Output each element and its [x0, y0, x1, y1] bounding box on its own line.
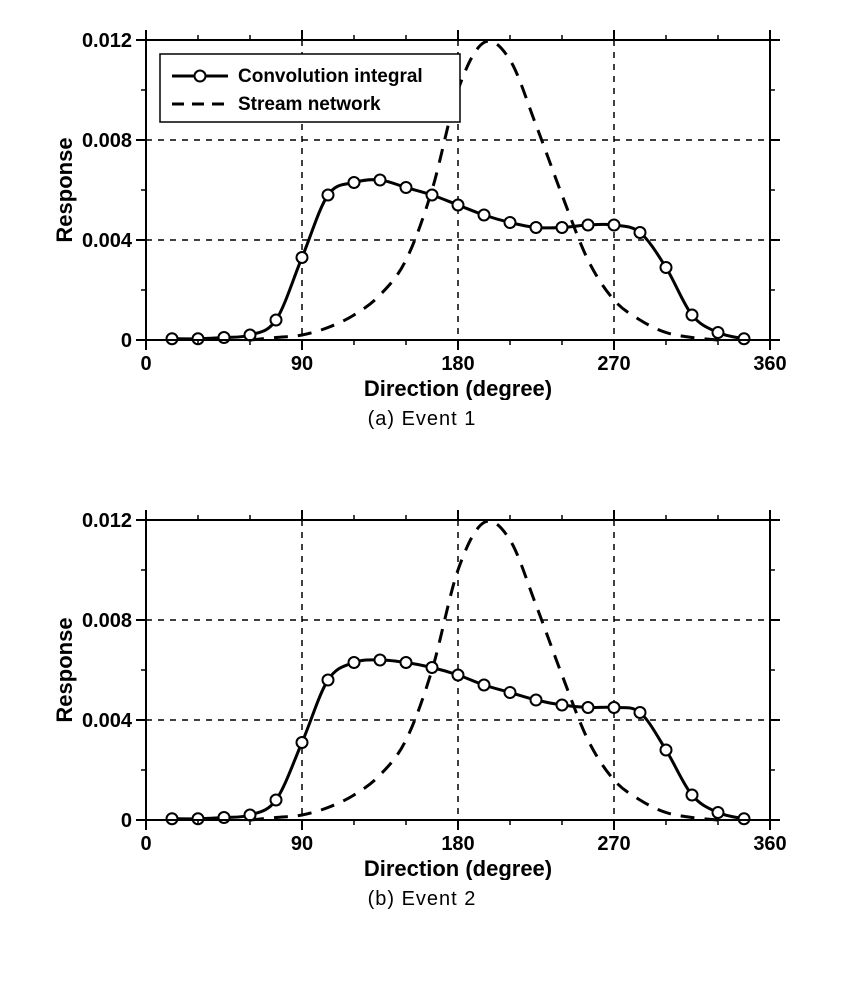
y-tick-label: 0.004	[82, 710, 133, 732]
data-marker	[635, 227, 646, 238]
y-axis-label: Response	[52, 617, 77, 722]
x-tick-label: 90	[291, 833, 313, 855]
data-marker	[427, 190, 438, 201]
data-marker	[531, 695, 542, 706]
data-marker	[531, 222, 542, 233]
x-tick-label: 270	[597, 353, 630, 375]
chart-svg: 0 90 180 270 360 0 0.004 0.008 0.012 Direction (d…	[50, 500, 794, 880]
data-marker	[245, 810, 256, 821]
x-tick-label: 180	[441, 833, 474, 855]
data-marker	[271, 795, 282, 806]
data-marker	[609, 220, 620, 231]
data-marker	[557, 700, 568, 711]
data-marker	[375, 655, 386, 666]
data-marker	[635, 707, 646, 718]
data-marker	[583, 702, 594, 713]
x-tick-label: 270	[597, 833, 630, 855]
data-marker	[557, 222, 568, 233]
data-marker	[323, 190, 334, 201]
y-tick-label: 0.008	[82, 610, 132, 632]
data-marker	[661, 745, 672, 756]
data-marker	[219, 332, 230, 343]
data-marker	[349, 657, 360, 668]
data-marker	[297, 252, 308, 263]
page: { "layout": { "page_width": 844, "page_h…	[0, 0, 844, 985]
data-marker	[375, 175, 386, 186]
data-marker	[453, 670, 464, 681]
data-marker	[505, 217, 516, 228]
chart-svg: 0 90 180 270 360 0 0.004 0.008 0.012 Direction (d…	[50, 20, 794, 400]
data-marker	[271, 315, 282, 326]
chart-event-2: 0 90 180 270 360 0 0.004 0.008 0.012 Direction (d…	[50, 500, 794, 911]
y-tick-label: 0.012	[82, 30, 132, 52]
y-tick-label: 0.008	[82, 130, 132, 152]
y-tick-label: 0.012	[82, 510, 132, 532]
data-marker	[713, 327, 724, 338]
data-marker	[167, 333, 178, 344]
y-tick-label: 0.004	[82, 230, 133, 252]
data-marker	[453, 200, 464, 211]
x-tick-label: 180	[441, 353, 474, 375]
data-marker	[687, 310, 698, 321]
x-axis-label: Direction (degree)	[364, 856, 552, 880]
data-marker	[401, 657, 412, 668]
data-marker	[583, 220, 594, 231]
data-marker	[739, 333, 750, 344]
x-axis-label: Direction (degree)	[364, 376, 552, 400]
legend-label-stream: Stream network	[238, 94, 381, 115]
y-tick-label: 0	[121, 810, 132, 832]
x-tick-label: 360	[753, 833, 786, 855]
data-marker	[401, 182, 412, 193]
data-marker	[609, 702, 620, 713]
data-marker	[713, 807, 724, 818]
chart-event-1: 0 90 180 270 360 0 0.004 0.008 0.012 Direction (d…	[50, 20, 794, 431]
data-marker	[505, 687, 516, 698]
legend-label-convolution: Convolution integral	[238, 66, 423, 87]
x-tick-label: 360	[753, 353, 786, 375]
data-marker	[297, 737, 308, 748]
x-tick-label: 0	[140, 833, 151, 855]
data-marker	[323, 675, 334, 686]
data-marker	[427, 662, 438, 673]
x-tick-label: 0	[140, 353, 151, 375]
data-marker	[739, 813, 750, 824]
data-marker	[219, 812, 230, 823]
x-tick-label: 90	[291, 353, 313, 375]
data-marker	[349, 177, 360, 188]
y-tick-label: 0	[121, 330, 132, 352]
chart-caption: (b) Event 2	[50, 888, 794, 911]
data-marker	[479, 210, 490, 221]
y-axis-label: Response	[52, 137, 77, 242]
data-marker	[245, 330, 256, 341]
data-marker	[167, 813, 178, 824]
data-marker	[687, 790, 698, 801]
data-marker	[479, 680, 490, 691]
chart-caption: (a) Event 1	[50, 408, 794, 431]
data-marker	[661, 262, 672, 273]
